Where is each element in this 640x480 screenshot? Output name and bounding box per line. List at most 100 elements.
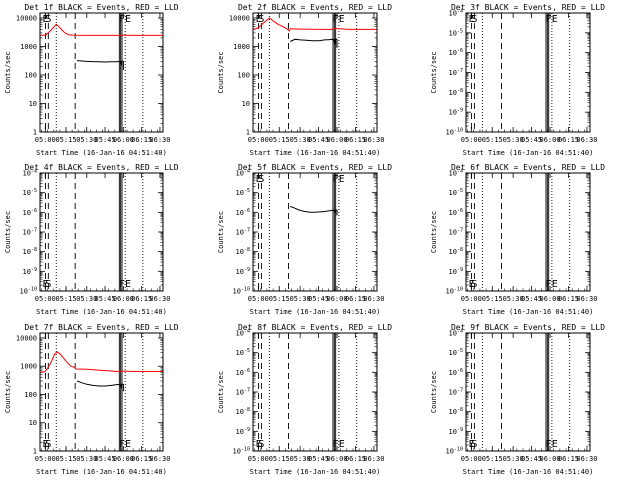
y-tick-label: 10-10 — [20, 287, 37, 296]
y-tick-label: 10-6 — [449, 208, 463, 217]
x-tick-label: 05:30 — [290, 455, 311, 463]
y-tick-label: 10-7 — [449, 388, 463, 397]
plot-frame — [252, 12, 378, 133]
y-axis-label: Counts/sec — [4, 371, 12, 413]
y-tick-label: 10-6 — [236, 208, 250, 217]
x-tick-label: 06:00 — [326, 136, 347, 144]
x-tick-label: 05:45 — [308, 455, 329, 463]
x-tick-label: 06:15 — [131, 136, 152, 144]
x-tick-label: 06:15 — [131, 295, 152, 303]
x-tick-label: 06:30 — [149, 136, 170, 144]
y-tick-label: 1000 — [20, 363, 37, 371]
x-axis-label: Start Time (16-Jan-16 04:51:40) — [250, 149, 381, 157]
panel-title: Det 2f BLACK = Events, RED = LLD — [238, 3, 392, 12]
x-tick-label: 05:00 — [461, 455, 482, 463]
y-tick-label: 10-10 — [446, 287, 463, 296]
y-tick-label: 10-10 — [233, 287, 250, 296]
x-tick-label: 05:00 — [461, 295, 482, 303]
marker-label: S — [258, 439, 264, 450]
y-tick-label: 10-5 — [236, 188, 250, 197]
x-tick-label: 05:30 — [503, 136, 524, 144]
y-tick-label: 10-5 — [449, 188, 463, 197]
y-tick-label: 1000 — [233, 43, 250, 51]
x-axis-label: Start Time (16-Jan-16 04:51:40) — [250, 468, 381, 476]
x-axis-label: Start Time (16-Jan-16 04:51:40) — [463, 308, 594, 316]
panel-title: Det 1f BLACK = Events, RED = LLD — [24, 3, 178, 12]
x-tick-label: 06:00 — [326, 295, 347, 303]
y-tick-label: 10-7 — [23, 228, 37, 237]
y-tick-label: 10-7 — [236, 388, 250, 397]
x-axis-label: Start Time (16-Jan-16 04:51:40) — [250, 308, 381, 316]
y-tick-label: 10-9 — [449, 267, 463, 276]
y-axis-label: Counts/sec — [4, 51, 12, 93]
x-tick-label: 05:30 — [290, 136, 311, 144]
y-tick-label: 10-9 — [449, 427, 463, 436]
y-tick-label: 10-7 — [449, 68, 463, 77]
detector-panel: Det 8f BLACK = Events, RED = LLD Counts/s… — [217, 323, 392, 476]
plot-frame — [465, 332, 591, 452]
y-tick-label: 10-9 — [236, 427, 250, 436]
x-tick-label: 05:15 — [482, 455, 503, 463]
x-tick-label: 05:15 — [269, 455, 290, 463]
x-axis-label: Start Time (16-Jan-16 04:51:40) — [463, 149, 594, 157]
y-tick-label: 10-6 — [236, 368, 250, 377]
y-tick-label: 10000 — [229, 15, 250, 23]
y-axis-label: Counts/sec — [217, 371, 225, 413]
plot-frame — [465, 172, 591, 292]
y-tick-label: 10-5 — [449, 348, 463, 357]
detector-panel: Det 4f BLACK = Events, RED = LLD Counts/s… — [4, 163, 179, 316]
x-tick-label: 05:30 — [76, 455, 97, 463]
y-tick-label: 10-6 — [23, 208, 37, 217]
x-tick-label: 05:00 — [248, 295, 269, 303]
x-axis-label: Start Time (16-Jan-16 04:51:40) — [36, 308, 167, 316]
x-tick-label: 05:00 — [35, 136, 56, 144]
marker-label: S — [258, 14, 264, 25]
y-tick-label: 10 — [29, 419, 37, 427]
x-tick-label: 05:30 — [503, 295, 524, 303]
y-tick-label: 10-7 — [236, 228, 250, 237]
x-tick-label: 05:30 — [290, 295, 311, 303]
y-tick-label: 10-8 — [23, 247, 37, 256]
y-axis-label: Counts/sec — [430, 51, 438, 93]
x-tick-label: 05:15 — [55, 455, 76, 463]
x-tick-label: 06:00 — [326, 455, 347, 463]
x-tick-label: 05:45 — [95, 136, 116, 144]
x-tick-label: 05:00 — [248, 136, 269, 144]
detector-panel: Det 7f BLACK = Events, RED = LLD Counts/s… — [4, 323, 179, 476]
x-tick-label: 05:15 — [55, 295, 76, 303]
series-line-lld — [40, 23, 163, 36]
y-tick-label: 10-8 — [236, 247, 250, 256]
y-tick-label: 100 — [237, 72, 250, 80]
x-tick-label: 05:15 — [55, 136, 76, 144]
detector-panel: Det 3f BLACK = Events, RED = LLD Counts/s… — [430, 3, 605, 157]
y-tick-label: 10-9 — [23, 267, 37, 276]
y-tick-label: 10-10 — [233, 447, 250, 456]
y-tick-label: 10000 — [16, 334, 37, 342]
marker-label: S — [471, 279, 477, 290]
x-tick-label: 05:00 — [35, 295, 56, 303]
x-tick-label: 06:15 — [558, 295, 579, 303]
marker-label: E — [469, 439, 475, 450]
y-tick-label: 10-6 — [449, 48, 463, 57]
x-tick-label: 05:30 — [76, 136, 97, 144]
panel-title: Det 6f BLACK = Events, RED = LLD — [451, 163, 605, 172]
series-line-events — [290, 38, 338, 48]
y-tick-label: 10-7 — [449, 228, 463, 237]
x-tick-label: 06:30 — [363, 136, 384, 144]
x-tick-label: 05:45 — [95, 455, 116, 463]
x-tick-label: 05:45 — [521, 136, 542, 144]
series-line-lld — [39, 351, 163, 373]
x-tick-label: 06:00 — [113, 295, 134, 303]
series-line-lld — [252, 17, 377, 32]
detector-panel: Det 9f BLACK = Events, RED = LLD Counts/s… — [430, 323, 605, 476]
y-tick-label: 10-8 — [449, 407, 463, 416]
y-tick-label: 1 — [33, 448, 37, 456]
x-tick-label: 05:45 — [521, 455, 542, 463]
x-tick-label: 06:00 — [539, 455, 560, 463]
x-tick-label: 06:00 — [113, 455, 134, 463]
y-tick-label: 10-8 — [236, 407, 250, 416]
y-axis-label: Counts/sec — [217, 51, 225, 93]
y-tick-label: 10-4 — [236, 329, 250, 338]
x-axis-label: Start Time (16-Jan-16 04:51:40) — [36, 149, 167, 157]
marker-label: E — [43, 14, 49, 25]
